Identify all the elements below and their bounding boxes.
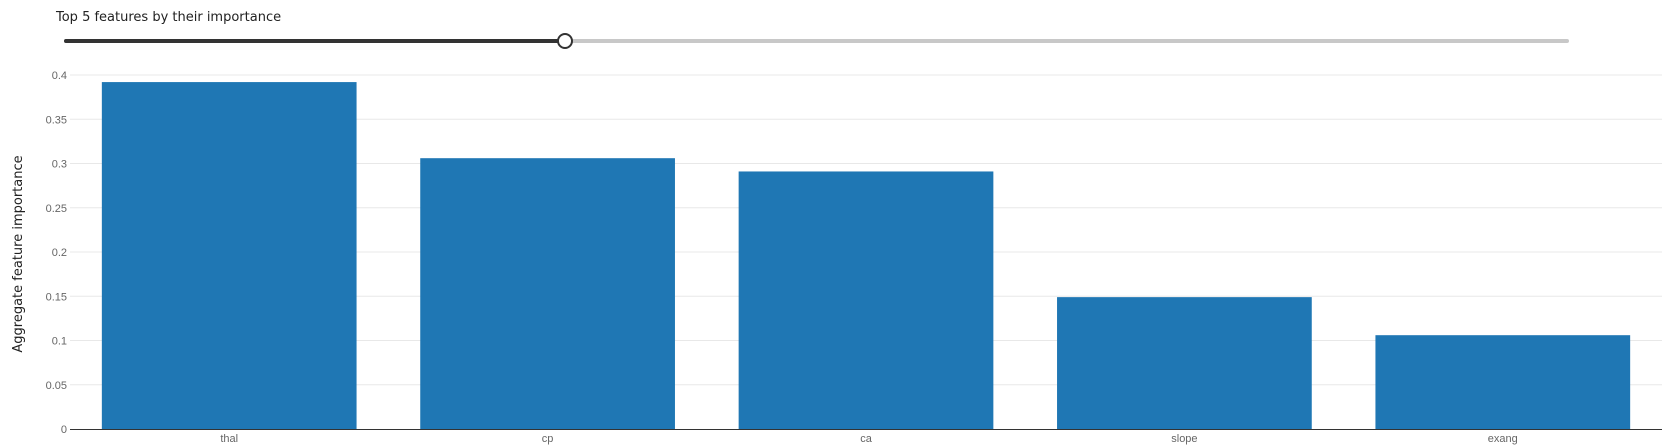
slider-title: Top 5 features by their importance <box>56 10 282 25</box>
y-tick-label: 0.2 <box>52 247 67 259</box>
y-tick-label: 0.4 <box>52 70 67 82</box>
y-axis-ticks: 0 0.05 0.1 0.15 0.2 0.25 0.3 0.35 0.4 <box>46 70 67 436</box>
x-tick-label: ca <box>860 433 873 445</box>
y-axis-title: Aggregate feature importance <box>11 155 26 352</box>
x-tick-label: cp <box>542 433 554 445</box>
slider-rail[interactable] <box>64 39 1569 43</box>
bar-ca[interactable] <box>738 171 994 429</box>
y-tick-label: 0.1 <box>52 336 67 348</box>
y-tick-label: 0 <box>61 424 67 436</box>
slider-track-filled <box>64 39 566 43</box>
x-axis-ticks: thal cp ca slope exang <box>220 433 1517 445</box>
bar-slope[interactable] <box>1057 297 1312 429</box>
bars <box>101 82 1631 429</box>
bar-exang[interactable] <box>1375 335 1631 429</box>
bar-cp[interactable] <box>420 158 675 429</box>
x-tick-label: exang <box>1488 433 1518 445</box>
y-tick-label: 0.3 <box>52 159 67 171</box>
x-tick-label: slope <box>1171 433 1197 445</box>
y-tick-label: 0.15 <box>46 291 67 303</box>
y-tick-label: 0.25 <box>46 203 67 215</box>
x-tick-label: thal <box>220 433 238 445</box>
y-tick-label: 0.35 <box>46 114 67 126</box>
top-features-slider[interactable] <box>64 30 1569 52</box>
y-tick-label: 0.05 <box>46 380 67 392</box>
slider-thumb[interactable] <box>557 33 574 49</box>
bar-thal[interactable] <box>101 82 357 429</box>
